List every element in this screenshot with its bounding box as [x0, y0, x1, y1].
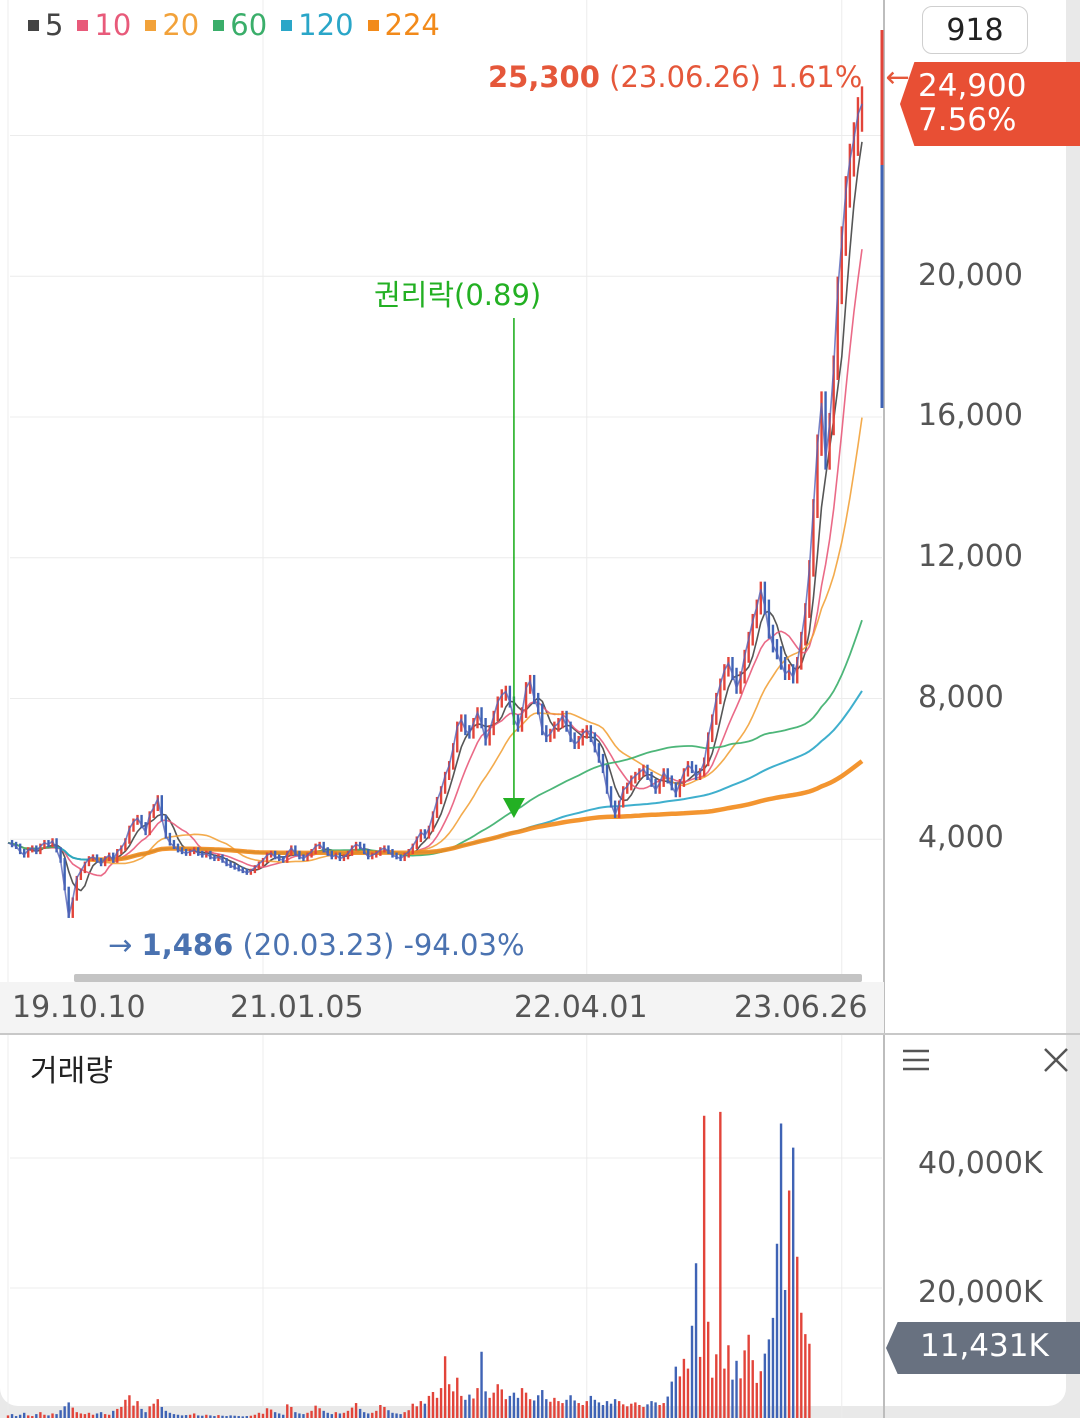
vol-tick-20000k: 20,000K — [918, 1275, 1043, 1310]
legend-label: 224 — [384, 8, 440, 42]
ma-line-224 — [88, 759, 864, 862]
high-price-value: 25,300 — [488, 60, 600, 94]
legend-label: 60 — [230, 8, 268, 42]
legend-swatch — [28, 19, 39, 31]
current-price-badge: 24,900 7.56% — [900, 62, 1080, 146]
x-tick-230626: 23.06.26 — [734, 990, 868, 1025]
y-tick-20000: 20,000 — [918, 258, 1023, 293]
volume-title: 거래량 — [30, 1054, 113, 1089]
close-icon[interactable] — [1036, 1040, 1076, 1080]
low-price-detail: (20.03.23) -94.03% — [242, 928, 525, 962]
arrow-right-icon: → — [108, 928, 133, 962]
y-tick-8000: 8,000 — [918, 680, 1004, 715]
ex-rights-arrow-head — [502, 798, 525, 818]
low-price-note: → 1,486 (20.03.23) -94.03% — [108, 928, 525, 962]
legend-label: 20 — [162, 8, 200, 42]
legend-item-5: 5 — [28, 8, 63, 42]
ma-legend: 5 10 20 60 120 224 — [28, 8, 440, 42]
y-tick-16000: 16,000 — [918, 398, 1023, 433]
arrow-left-icon: ← — [885, 60, 910, 94]
current-volume-value: 11,431K — [920, 1328, 1049, 1364]
current-price-change: 7.56% — [918, 102, 1017, 138]
x-tick-220401: 22.04.01 — [514, 990, 648, 1025]
ma-line-10 — [7, 249, 863, 877]
low-price-value: 1,486 — [141, 928, 234, 962]
legend-label: 5 — [45, 8, 64, 42]
legend-swatch — [213, 19, 225, 31]
scrollbar — [74, 974, 862, 982]
y-tick-12000: 12,000 — [918, 539, 1023, 574]
legend-item-120: 120 — [281, 8, 354, 42]
legend-swatch — [281, 19, 293, 31]
ma-line-5 — [7, 141, 863, 892]
ma-line-60 — [7, 619, 863, 861]
vol-tick-40000k: 40,000K — [918, 1146, 1043, 1181]
legend-swatch — [367, 19, 379, 31]
legend-swatch — [77, 19, 89, 31]
x-axis-band — [0, 982, 884, 1034]
menu-icon[interactable] — [896, 1040, 936, 1080]
current-price-value: 24,900 — [918, 68, 1027, 104]
legend-label: 120 — [298, 8, 354, 42]
legend-label: 10 — [94, 8, 132, 42]
legend-item-10: 10 — [77, 8, 131, 42]
current-volume-badge: 11,431K — [886, 1322, 1080, 1374]
value-box-text: 918 — [946, 12, 1004, 48]
high-price-detail: (23.06.26) 1.61% — [609, 60, 863, 94]
ma-line-20 — [7, 417, 863, 865]
ma-line-120 — [56, 690, 863, 861]
ex-rights-label: 권리락(0.89) — [374, 278, 542, 312]
legend-item-20: 20 — [145, 8, 199, 42]
legend-swatch — [145, 19, 157, 31]
legend-item-60: 60 — [213, 8, 267, 42]
value-box[interactable]: 918 — [922, 6, 1028, 54]
x-tick-210105: 21.01.05 — [230, 990, 364, 1025]
legend-item-224: 224 — [367, 8, 440, 42]
y-tick-4000: 4,000 — [918, 820, 1004, 855]
x-tick-191010: 19.10.10 — [12, 990, 146, 1025]
price-close-line — [7, 103, 863, 917]
high-price-note: 25,300 (23.06.26) 1.61% ← — [488, 60, 910, 94]
